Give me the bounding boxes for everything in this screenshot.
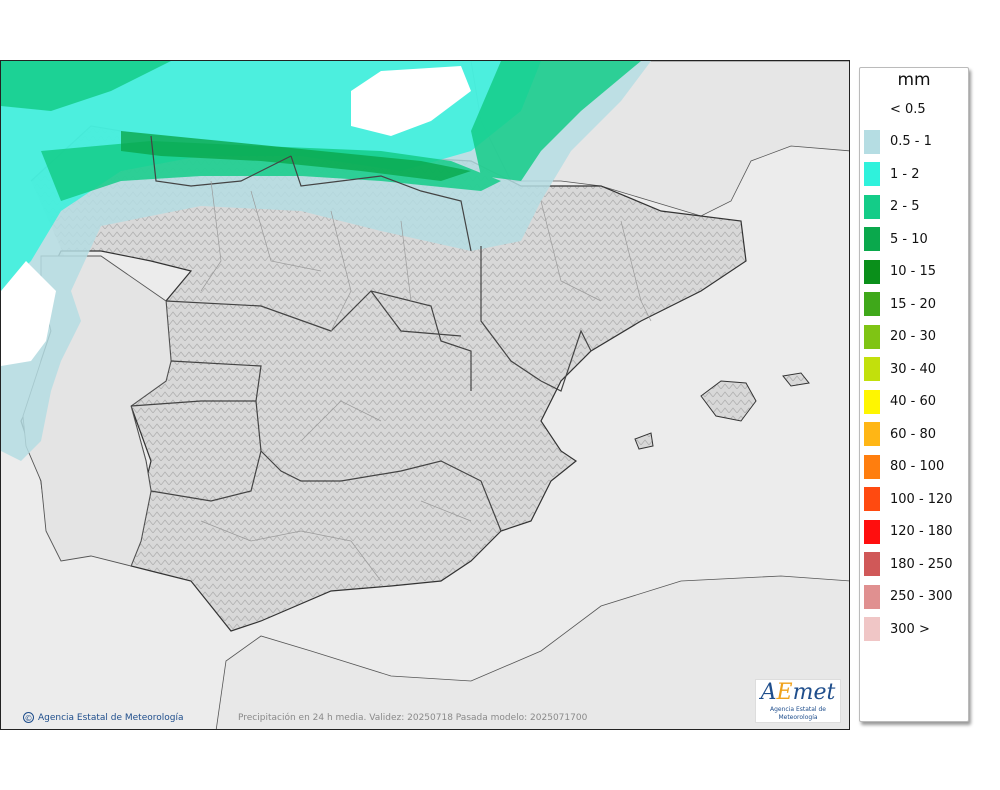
legend-label: 1 - 2	[890, 166, 920, 182]
legend-item: 100 - 120	[864, 487, 953, 511]
legend-label: 250 - 300	[890, 589, 953, 604]
aemet-logo-mark: AEmet	[760, 680, 836, 705]
legend-swatch	[864, 97, 880, 121]
legend-item: 2 - 5	[864, 194, 920, 219]
legend-item: 1 - 2	[864, 162, 920, 186]
africa-land	[215, 575, 849, 729]
legend-swatch	[864, 292, 880, 316]
legend-swatch	[864, 552, 880, 576]
legend-swatch	[864, 454, 880, 479]
province-borders	[200, 180, 652, 582]
legend-label: 5 - 10	[890, 231, 928, 247]
legend-item: 5 - 10	[864, 227, 928, 251]
legend-label: 180 - 250	[890, 556, 953, 572]
precip-band-2-5	[1, 61, 641, 201]
legend-swatch	[864, 194, 880, 219]
legend-swatch	[864, 584, 880, 609]
legend-swatch	[864, 422, 880, 446]
legend-label: 2 - 5	[890, 199, 920, 214]
legend-label: 20 - 30	[890, 329, 937, 344]
legend-swatch	[864, 389, 880, 414]
legend-label: 100 - 120	[890, 491, 953, 507]
agency-credit-text: Agencia Estatal de Meteorología	[38, 712, 184, 723]
map-caption: Precipitación en 24 h media. Validez: 20…	[238, 713, 588, 723]
legend-item: 300 >	[864, 617, 930, 641]
legend-panel: mm < 0.5 0.5 - 1 1 - 2 2 - 5 5 - 10 10 - 15 15…	[859, 67, 969, 722]
legend-swatch	[864, 487, 880, 511]
legend-swatch	[864, 617, 880, 641]
legend-swatch	[864, 227, 880, 251]
legend-item: 10 - 15	[864, 259, 937, 284]
legend-label: 15 - 20	[890, 296, 937, 312]
agency-credit: © Agencia Estatal de Meteorología	[23, 712, 184, 723]
legend-item: 20 - 30	[864, 324, 937, 349]
dry-coast-patch	[1, 261, 56, 366]
legend-label: < 0.5	[890, 101, 926, 117]
legend-item: 180 - 250	[864, 552, 953, 576]
dry-sea-patch	[351, 66, 471, 136]
legend-swatch	[864, 129, 880, 154]
legend-swatch	[864, 519, 880, 544]
legend-label: 120 - 180	[890, 524, 953, 539]
legend-swatch	[864, 357, 880, 381]
legend-swatch	[864, 162, 880, 186]
menorca	[782, 372, 810, 387]
legend-item: 80 - 100	[864, 454, 945, 479]
legend-swatch	[864, 259, 880, 284]
precip-band-5-10	[121, 131, 471, 181]
legend-item: 0.5 - 1	[864, 129, 932, 154]
legend-label: 0.5 - 1	[890, 134, 932, 149]
region-borders	[130, 135, 592, 532]
copyright-icon: ©	[23, 712, 34, 723]
legend-item: < 0.5	[864, 97, 926, 121]
mallorca	[700, 380, 757, 422]
legend-item: 60 - 80	[864, 422, 936, 446]
ibiza	[634, 432, 654, 450]
legend-title: mm	[897, 70, 931, 90]
legend-label: 300 >	[890, 621, 930, 637]
legend-label: 80 - 100	[890, 459, 945, 474]
legend-item: 250 - 300	[864, 584, 953, 609]
legend-label: 40 - 60	[890, 394, 937, 409]
legend-swatch	[864, 324, 880, 349]
aemet-logo: AEmet Agencia Estatal de Meteorología	[755, 679, 841, 723]
legend-item: 15 - 20	[864, 292, 936, 316]
map-canvas	[1, 61, 849, 729]
precipitation-map: © Agencia Estatal de Meteorología Precip…	[0, 60, 850, 730]
legend-item: 30 - 40	[864, 357, 936, 381]
legend-label: 30 - 40	[890, 361, 937, 377]
legend-item: 40 - 60	[864, 389, 937, 414]
legend-label: 10 - 15	[890, 264, 937, 279]
legend-item: 120 - 180	[864, 519, 953, 544]
legend-label: 60 - 80	[890, 426, 937, 442]
aemet-logo-subtitle: Agencia Estatal de Meteorología	[769, 706, 826, 721]
